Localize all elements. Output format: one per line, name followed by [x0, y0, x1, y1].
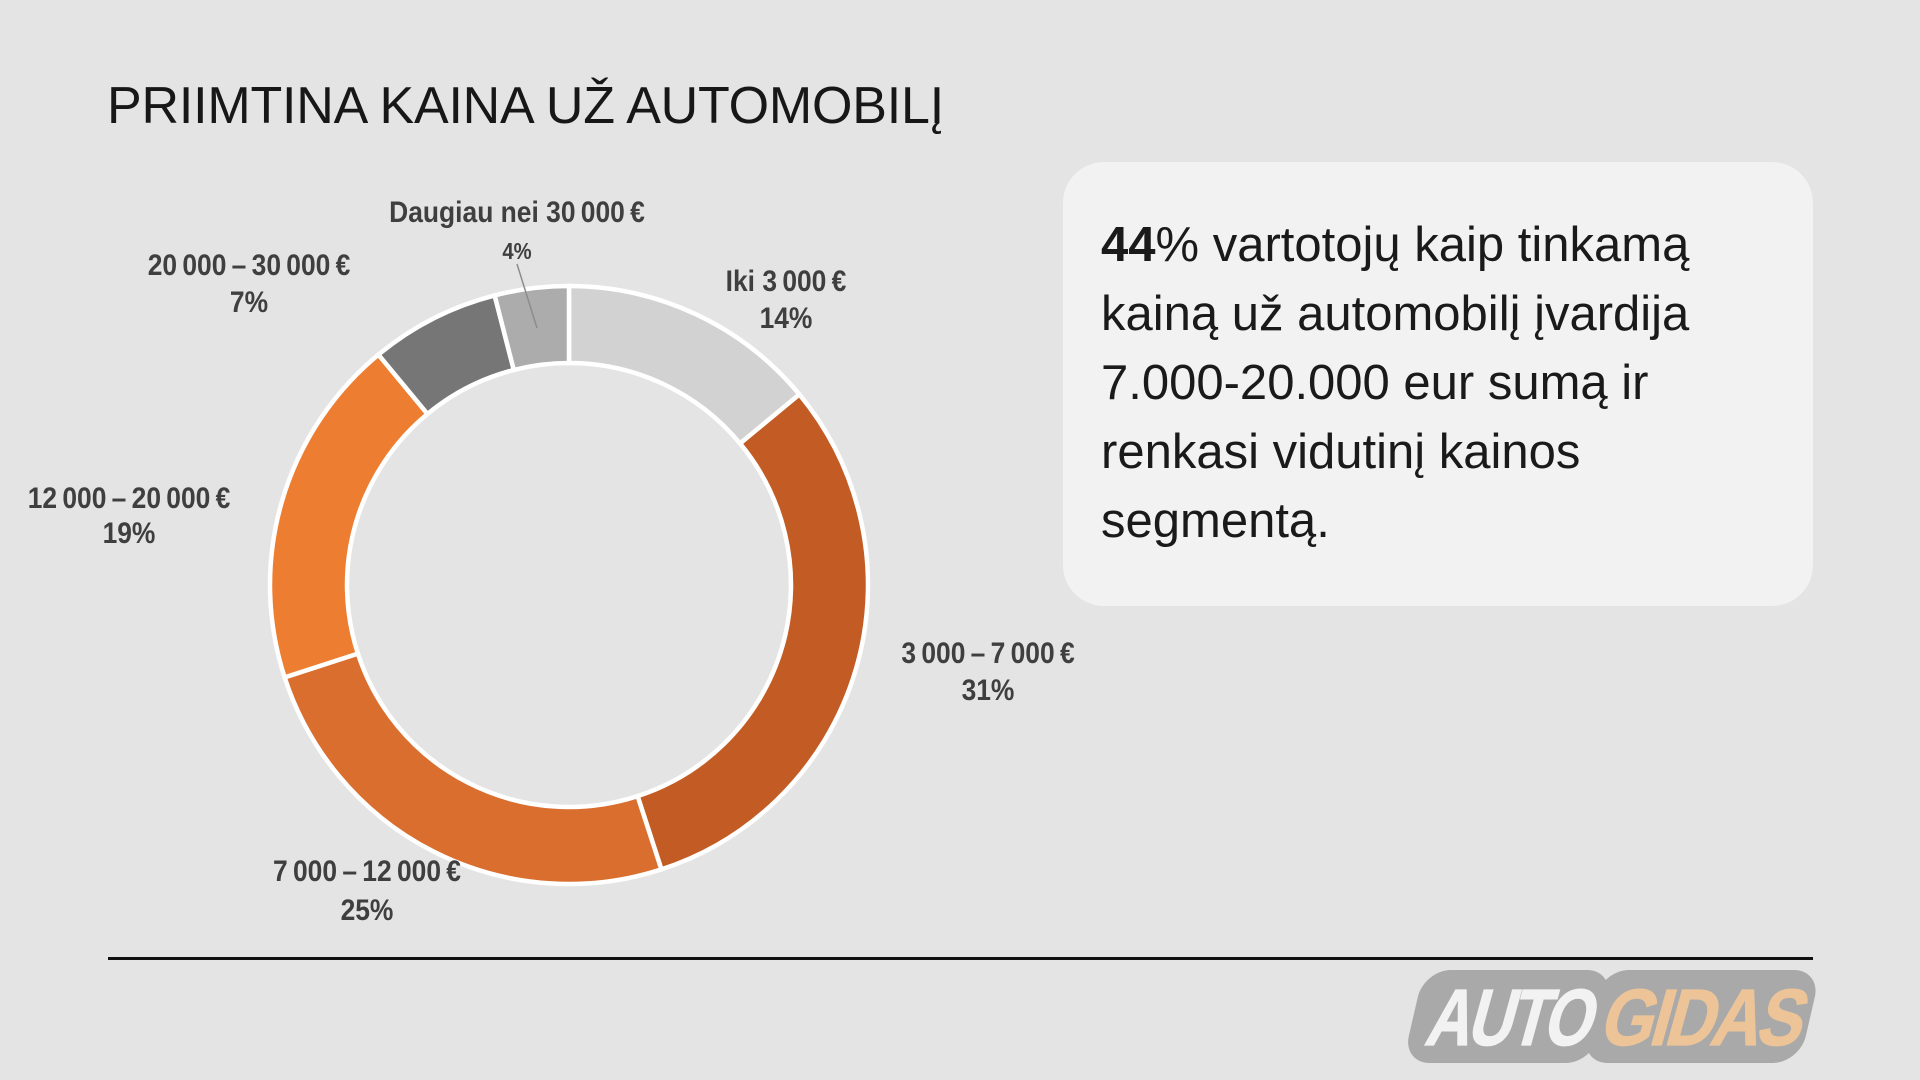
svg-text:GIDAS: GIDAS — [1593, 973, 1817, 1063]
svg-text:AUTO: AUTO — [1418, 973, 1606, 1062]
